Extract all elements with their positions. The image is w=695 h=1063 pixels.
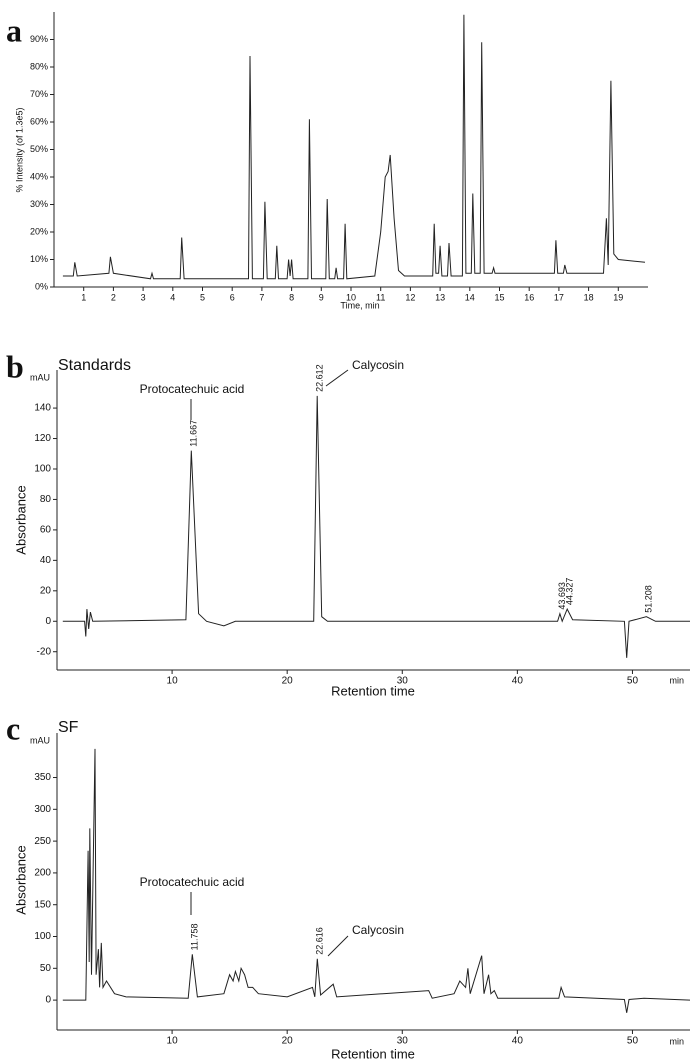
y-tick-label: 30% (30, 199, 48, 209)
x-tick-label: 20 (282, 676, 294, 687)
x-tick-label: 17 (554, 292, 564, 302)
x-tick-label: 13 (435, 292, 445, 302)
peak-label: 22.616 (315, 927, 325, 955)
x-tick-label: 2 (111, 292, 116, 302)
y-tick-label: 300 (34, 804, 51, 815)
annotation-leader (325, 369, 349, 387)
panel-label: c (6, 710, 20, 746)
x-tick-label: 20 (282, 1036, 294, 1047)
y-axis-label: % Intensity (of 1.3e5) (14, 107, 24, 192)
y-tick-label: 80 (40, 494, 52, 505)
y-tick-label: 40 (40, 555, 52, 566)
peak-label: 22.612 (315, 364, 325, 392)
y-tick-label: 40% (30, 171, 48, 181)
x-tick-label: 4 (170, 292, 175, 302)
x-tick-label: 12 (405, 292, 415, 302)
y-tick-label: 60% (30, 116, 48, 126)
x-tick-label: 50 (627, 676, 639, 687)
trace (62, 14, 646, 280)
annotation-leader (327, 935, 349, 957)
annotation: Calycosin (352, 923, 404, 937)
y-tick-label: 100 (34, 931, 51, 942)
x-tick-label: 40 (512, 1036, 524, 1047)
x-tick-label: 30 (397, 676, 409, 687)
y-tick-label: 140 (34, 403, 51, 414)
x-unit: min (669, 675, 684, 685)
x-tick-label: 50 (627, 1036, 639, 1047)
y-tick-label: 100 (34, 464, 51, 475)
peak-label: 44.327 (565, 578, 575, 606)
x-tick-label: 30 (397, 1036, 409, 1047)
y-tick-label: -20 (37, 646, 52, 657)
y-axis-label: Absorbance (13, 845, 28, 914)
peak-label: 43.693 (557, 582, 567, 610)
y-tick-label: 50% (30, 144, 48, 154)
trace (62, 395, 690, 658)
y-tick-label: 60 (40, 525, 52, 536)
annotation: Protocatechuic acid (140, 382, 245, 396)
x-tick-label: 15 (494, 292, 504, 302)
y-unit: mAU (30, 735, 50, 745)
x-tick-label: 18 (584, 292, 594, 302)
x-tick-label: 40 (512, 676, 524, 687)
x-tick-label: 10 (346, 292, 356, 302)
panel-label: b (6, 348, 24, 384)
x-tick-label: 14 (465, 292, 475, 302)
y-tick-label: 250 (34, 836, 51, 847)
x-tick-label: 3 (141, 292, 146, 302)
y-tick-label: 0% (35, 281, 48, 291)
x-tick-label: 19 (613, 292, 623, 302)
y-tick-label: 20 (40, 585, 52, 596)
y-tick-label: 0 (45, 616, 51, 627)
peak-label: 51.208 (644, 585, 654, 613)
y-tick-label: 10% (30, 254, 48, 264)
y-tick-label: 90% (30, 34, 48, 44)
x-tick-label: 6 (230, 292, 235, 302)
y-tick-label: 150 (34, 899, 51, 910)
y-tick-label: 350 (34, 772, 51, 783)
peak-label: 11.667 (189, 420, 199, 447)
x-tick-label: 5 (200, 292, 205, 302)
x-tick-label: 16 (524, 292, 534, 302)
y-unit: mAU (30, 372, 50, 382)
y-tick-label: 0 (45, 995, 51, 1006)
annotation: Calycosin (352, 358, 404, 372)
x-tick-label: 11 (376, 292, 385, 302)
trace (62, 748, 691, 1013)
y-axis-label: Absorbance (13, 485, 28, 554)
x-tick-label: 9 (319, 292, 324, 302)
panel-subtitle: SF (58, 719, 79, 736)
peak-label: 11.758 (190, 923, 200, 950)
x-axis-label: Time, min (340, 300, 379, 310)
y-tick-label: 50 (40, 963, 52, 974)
x-tick-label: 8 (289, 292, 294, 302)
x-tick-label: 1 (81, 292, 86, 302)
panel-label: a (6, 12, 22, 48)
x-tick-label: 10 (167, 1036, 179, 1047)
x-axis-label: Retention time (331, 683, 415, 698)
y-tick-label: 70% (30, 89, 48, 99)
x-tick-label: 7 (259, 292, 264, 302)
x-unit: min (669, 1036, 684, 1046)
x-axis-label: Retention time (331, 1046, 415, 1061)
y-tick-label: 200 (34, 868, 51, 879)
y-tick-label: 20% (30, 226, 48, 236)
y-tick-label: 80% (30, 61, 48, 71)
y-tick-label: 120 (34, 433, 51, 444)
x-tick-label: 10 (167, 676, 179, 687)
annotation: Protocatechuic acid (140, 875, 245, 889)
panel-subtitle: Standards (58, 357, 131, 374)
